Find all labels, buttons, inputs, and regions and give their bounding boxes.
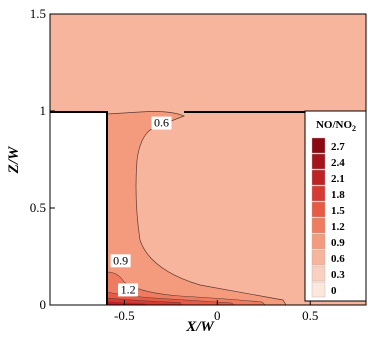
legend-label: 0.3 [331,269,345,281]
y-axis-title: Z/W [6,145,22,174]
legend-swatches: 2.7 2.4 2.1 1.8 1.5 1.2 0.9 0.6 0.3 0 [311,137,345,298]
y-tick-label: 0.5 [30,200,46,215]
x-axis-ticks: -0.5 0 0.5 [114,300,318,323]
y-tick-label: 1 [40,103,47,118]
legend-label: 1.2 [331,221,345,233]
x-tick-label: 0.5 [302,308,318,323]
colorbar-legend: NO/NO2 2.7 2.4 2.1 1.8 1.5 1.2 0.9 0.6 0.3 0 [304,110,367,302]
contour-band-2.1 [107,301,146,305]
contour-band-1.2 [106,271,266,305]
contour-label: 1.2 [121,282,136,296]
x-tick-label: 0 [214,308,221,323]
legend-title-subscript: 2 [352,124,356,133]
legend-label: 2.4 [331,157,345,169]
contour-label-bg [110,254,131,268]
x-tick-label: -0.5 [114,308,135,323]
contour-label-bg [151,116,172,130]
y-tick-label: 0 [40,297,47,312]
legend-swatch [311,281,326,298]
building-block [50,112,107,305]
legend-label: 2.1 [331,173,345,185]
legend-label: 1.5 [331,205,345,217]
legend-swatch [311,217,326,234]
y-axis-ticks: 0 0.5 1 1.5 [30,6,55,312]
legend-swatch [311,185,326,202]
legend-swatch [311,249,326,266]
contour-labels: 0.6 0.9 1.2 [110,116,172,297]
legend-swatch [311,201,326,218]
legend-swatch [311,233,326,250]
contour-label-bg [118,283,139,297]
legend-swatch [311,265,326,282]
legend-label: 0.6 [331,253,345,265]
y-tick-label: 1.5 [30,6,46,21]
x-axis-title: X/W [185,319,215,335]
building-outline [50,111,108,305]
legend-swatch [311,153,326,170]
legend-swatch [311,137,326,154]
legend-label: 2.7 [331,141,345,153]
contour-label: 0.6 [154,116,169,130]
legend-label: 0 [331,285,337,297]
legend-label: 0.9 [331,237,345,249]
legend-label: 1.8 [331,189,345,201]
contour-label: 0.9 [113,253,128,267]
legend-swatch [311,169,326,186]
legend-title: NO/NO2 [316,119,356,133]
